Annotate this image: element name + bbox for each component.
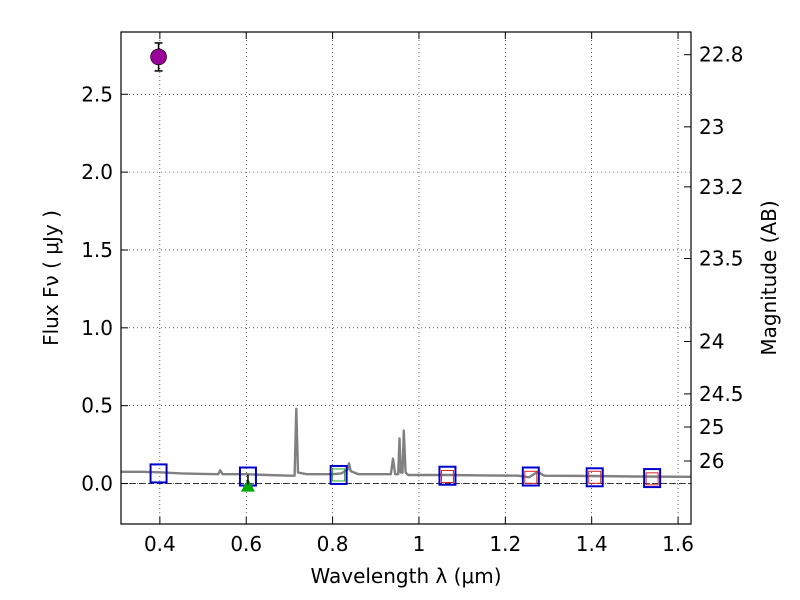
right-tick-label: 23.2: [699, 175, 744, 199]
x-axis-label: Wavelength λ (μm): [310, 564, 501, 588]
right-tick-label: 25: [699, 415, 724, 439]
ticks-layer: 0.4 0.6 0.8 1 1.2 1.4 1.6 0.0 0.5 1.0 1.5 2.0 2.5 22.…: [81, 32, 744, 556]
right-tick-label: 22.8: [699, 43, 744, 67]
x-tick-label: 1.4: [576, 532, 608, 556]
plot-frame: [120, 31, 692, 525]
x-tick-label: 0.4: [144, 532, 176, 556]
model-photometry-square: [329, 464, 348, 485]
observed-point: [150, 48, 167, 66]
inner-photometry-box: [440, 470, 454, 484]
right-tick-label: 24: [699, 330, 724, 354]
model-photometry-square: [585, 467, 604, 488]
y-axis-label: Flux Fν ( μJy ): [39, 210, 63, 346]
y-tick-label: 0.5: [81, 394, 113, 418]
inner-photometry-box: [645, 472, 659, 486]
inner-photometry-box: [588, 470, 602, 484]
right-tick-label: 23.5: [699, 246, 744, 270]
grid-layer: [121, 32, 691, 524]
y-tick-label: 2.0: [81, 160, 113, 184]
model-photometry-square: [438, 465, 457, 486]
y-tick-label: 1.0: [81, 316, 113, 340]
model-photometry-square: [643, 468, 662, 489]
inner-photometry-box: [332, 468, 346, 482]
right-tick-label: 23: [699, 115, 724, 139]
model-spectrum-line: [121, 407, 692, 479]
y-tick-label: 0.0: [81, 472, 113, 496]
inner-photometry-box: [524, 470, 538, 484]
right-tick-label: 24.5: [699, 382, 744, 406]
model-photometry-square: [521, 466, 540, 487]
upper-limit-triangle: [240, 478, 255, 492]
x-tick-label: 0.8: [317, 532, 349, 556]
series-layer: [121, 42, 692, 492]
y-tick-label: 2.5: [81, 82, 113, 106]
model-photometry-square: [149, 463, 168, 484]
y-tick-label: 1.5: [81, 238, 113, 262]
x-tick-label: 1: [413, 532, 426, 556]
x-tick-label: 0.6: [230, 532, 262, 556]
right-tick-label: 26: [699, 449, 724, 473]
x-tick-label: 1.6: [662, 532, 694, 556]
x-tick-label: 1.2: [489, 532, 521, 556]
y-axis-right-label: Magnitude (AB): [757, 200, 781, 355]
